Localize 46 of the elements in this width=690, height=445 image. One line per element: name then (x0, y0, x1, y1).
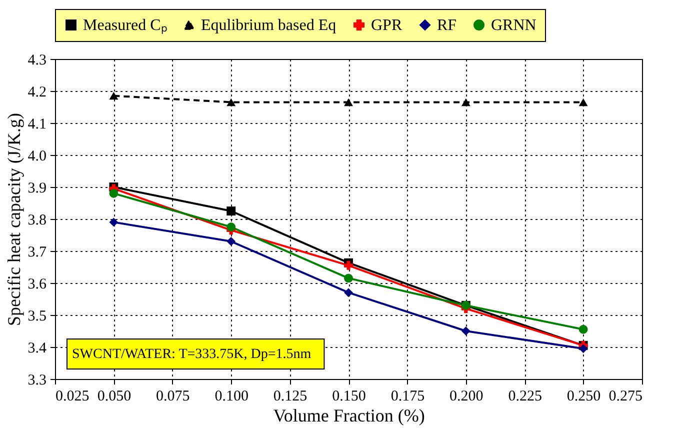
y-tick-label: 4.1 (28, 116, 46, 132)
x-tick-label: 0.200 (450, 388, 484, 404)
annotation: SWCNT/WATER: T=333.75K, Dp=1.5nm (72, 347, 312, 362)
y-tick-label: 3.8 (28, 212, 46, 228)
point (344, 98, 353, 106)
legend-label: Equlibrium based Eq (201, 17, 336, 34)
x-tick-label: 0.175 (390, 388, 425, 404)
y-tick-label: 3.3 (28, 372, 46, 388)
point (578, 98, 588, 106)
x-tick-label: 0.075 (156, 388, 190, 404)
y-tick-label: 3.7 (28, 244, 47, 260)
y-tick-label: 4.0 (28, 148, 46, 164)
point (344, 260, 353, 270)
point (109, 188, 118, 198)
point (578, 324, 588, 334)
x-axis-title: Volume Fraction (%) (273, 406, 425, 426)
x-tick-label: 0.225 (508, 388, 542, 404)
x-tick-label: 0.150 (332, 388, 366, 404)
point (578, 344, 588, 354)
y-tick-label: 3.9 (28, 180, 46, 196)
x-tick-label: 0.125 (273, 388, 308, 404)
y-tick-label: 3.6 (28, 276, 47, 292)
legend-label: GRNN (491, 17, 537, 34)
y-axis-title: Specific heat capacity (J/K.g) (4, 113, 24, 326)
point (344, 274, 353, 283)
x-tick-label: 0.250 (566, 388, 601, 404)
x-tick-label: 0.050 (97, 388, 132, 404)
point (344, 288, 353, 298)
point (226, 236, 236, 246)
point (226, 222, 236, 232)
point (109, 92, 118, 100)
point (109, 218, 118, 227)
y-tick-label: 4.3 (28, 52, 46, 68)
point (226, 206, 236, 216)
point (461, 98, 470, 106)
y-tick-label: 3.5 (28, 308, 46, 324)
x-tick-label: 0.275 (608, 388, 642, 404)
y-tick-label: 3.4 (28, 340, 47, 356)
x-tick-label: 0.100 (214, 388, 248, 404)
y-tick-label: 4.2 (28, 84, 46, 100)
point (461, 326, 470, 336)
point (226, 98, 236, 106)
x-tick-label: 0.025 (56, 388, 90, 404)
legend-label: RF (437, 17, 457, 34)
legend-label: GPR (371, 17, 402, 34)
legend-label: Measured Cₚ (83, 17, 167, 34)
